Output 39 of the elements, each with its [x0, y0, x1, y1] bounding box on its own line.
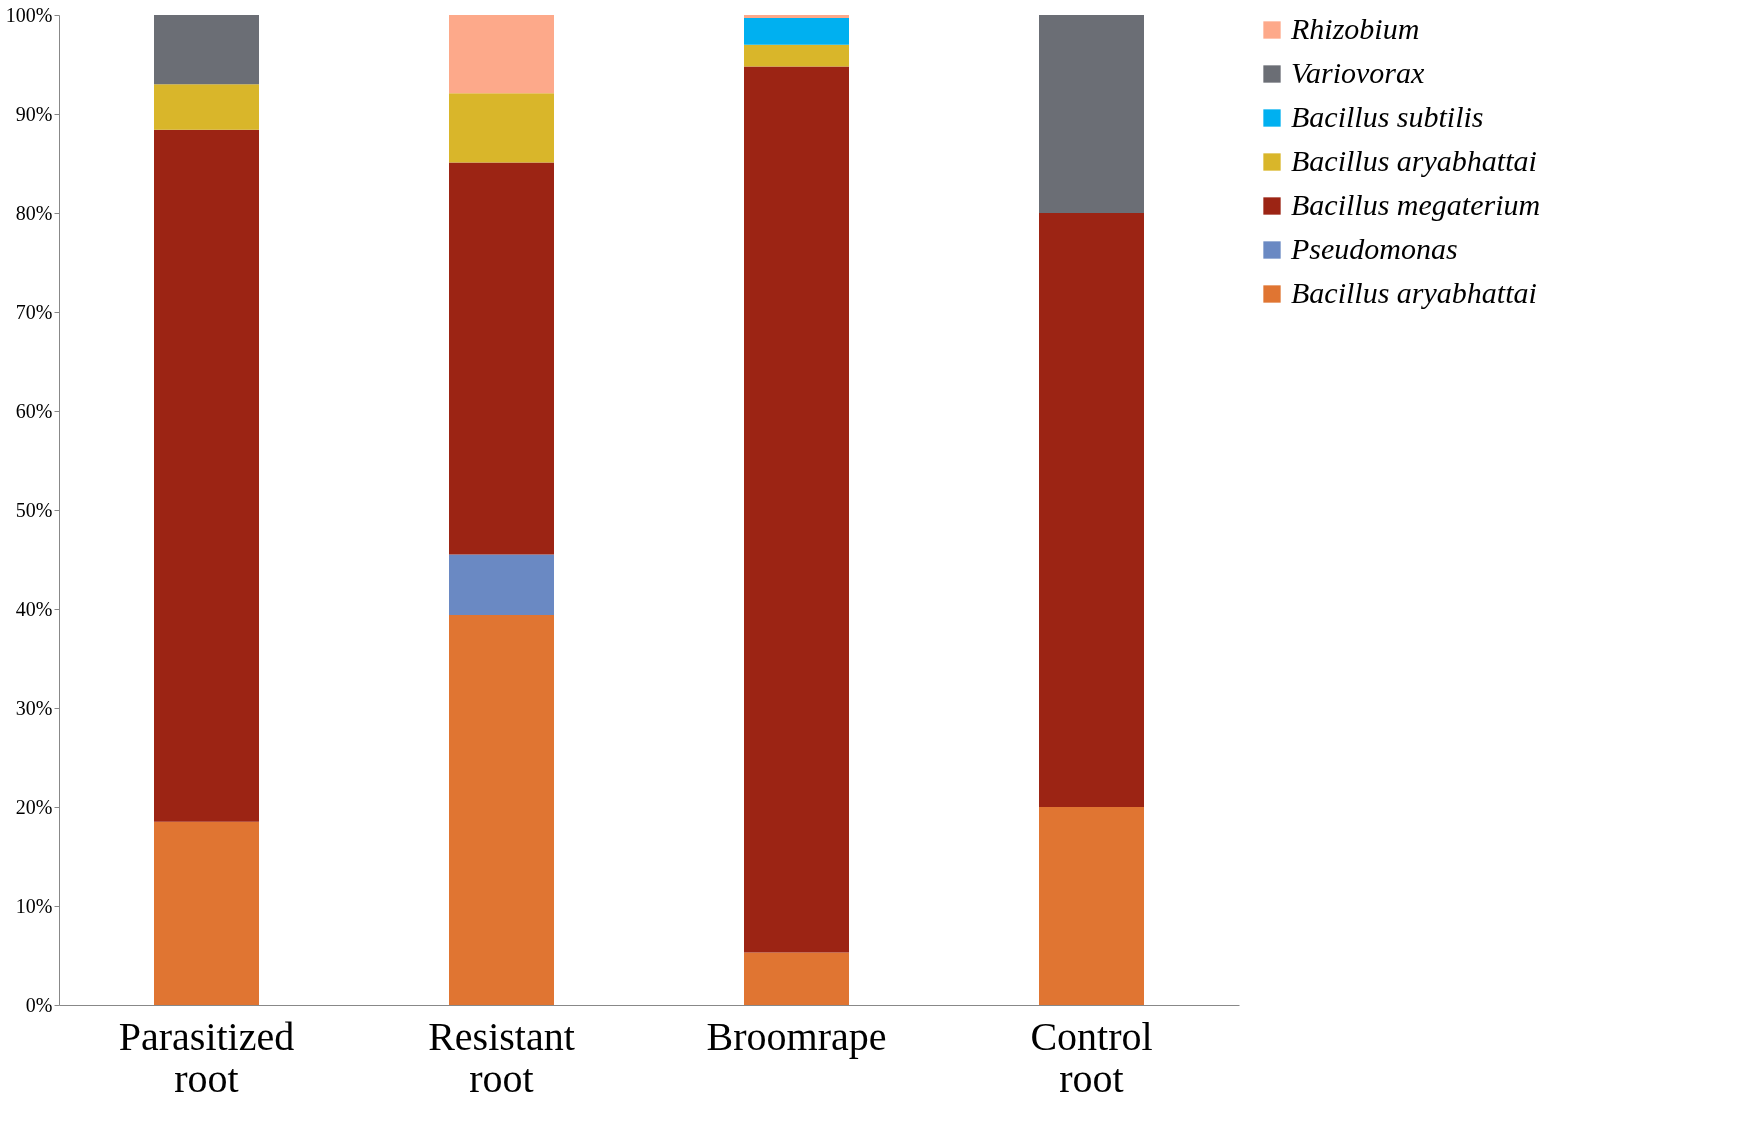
legend-label: Rhizobium — [1290, 12, 1420, 45]
y-tick-label: 70% — [15, 300, 53, 323]
bar — [154, 84, 259, 130]
x-tick-label: Resistant root — [428, 1013, 575, 1101]
bar — [154, 15, 259, 85]
legend-label: Pseudomonas — [1290, 232, 1458, 265]
bar — [449, 93, 554, 163]
legend-label: Bacillus megaterium — [1291, 188, 1541, 221]
bar — [744, 17, 849, 45]
y-tick-label: 100% — [5, 3, 53, 26]
legend-label: Bacillus aryabhattai — [1291, 144, 1537, 177]
y-tick-label: 90% — [15, 102, 53, 125]
legend-label: Bacillus subtilis — [1291, 100, 1484, 133]
y-tick-label: 0% — [25, 993, 53, 1016]
legend-label: Bacillus aryabhattai — [1291, 276, 1537, 309]
y-tick-label: 80% — [15, 201, 53, 224]
y-tick-label: 40% — [15, 597, 53, 620]
bar — [1039, 213, 1144, 807]
y-tick-label: 20% — [15, 795, 53, 818]
bar — [744, 15, 849, 18]
x-tick-label: Broomrape — [706, 1013, 887, 1059]
bar — [1039, 15, 1144, 213]
legend-label: Variovorax — [1291, 56, 1425, 89]
y-tick-label: 10% — [15, 894, 53, 917]
x-tick-label: Parasitized root — [118, 1013, 295, 1101]
bar — [449, 554, 554, 615]
bar — [744, 952, 849, 1005]
y-tick-label: 50% — [15, 498, 53, 521]
bar — [744, 44, 849, 67]
bar — [744, 66, 849, 953]
bar — [449, 614, 554, 1005]
bar — [154, 821, 259, 1005]
y-tick-label: 30% — [15, 696, 53, 719]
bar — [449, 15, 554, 94]
bar — [449, 162, 554, 555]
bar — [1039, 807, 1144, 1005]
y-tick-label: 60% — [15, 399, 53, 422]
bar — [154, 129, 259, 822]
x-tick-label: Control root — [1030, 1013, 1153, 1101]
